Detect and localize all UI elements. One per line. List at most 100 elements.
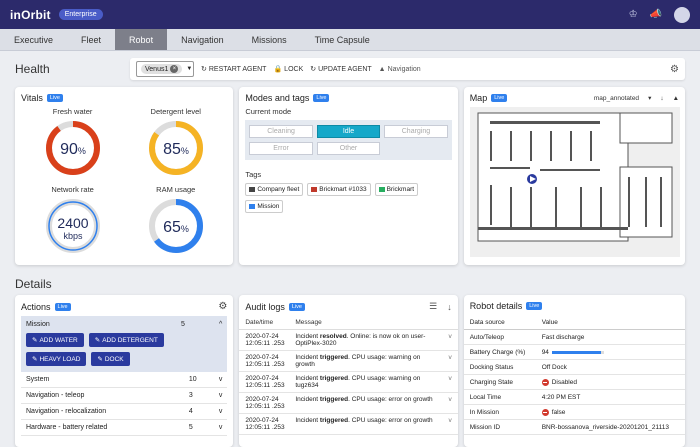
modes-card: Modes and tags Live Current mode Cleaning…	[239, 87, 458, 265]
detail-key: In Mission	[469, 408, 499, 416]
map-canvas[interactable]	[469, 107, 680, 257]
lock-icon: 🔒	[273, 66, 283, 73]
audit-log-row[interactable]: 2020-07-24 12:05:11 .253 Incident triggere…	[239, 393, 458, 414]
restart-agent-button[interactable]: ↻ RESTART AGENT	[201, 65, 266, 74]
map-title: Map	[469, 93, 488, 103]
wrench-icon: ✎	[32, 356, 38, 363]
log-message: Incident resolved. Online: is now ok on …	[295, 333, 439, 347]
dock-button[interactable]: ✎ DOCK	[91, 352, 130, 366]
log-date: 2020-07-24	[245, 354, 279, 361]
group-count: 5	[188, 424, 193, 431]
action-group-system[interactable]: System 10 v	[21, 372, 228, 388]
gauge-ring: 65%	[148, 199, 203, 253]
lock-button[interactable]: 🔒 LOCK	[273, 65, 303, 74]
detail-value: BNR-bossanova_riverside-20201201_21113	[541, 423, 670, 431]
gauge-value: 65%	[163, 219, 189, 236]
add-detergent-button[interactable]: ✎ ADD DETERGENT	[88, 333, 164, 347]
action-group-navigation-teleop[interactable]: Navigation - teleop 3 v	[21, 388, 228, 404]
tab-robot[interactable]: Robot	[115, 29, 168, 50]
audit-log-row[interactable]: 2020-07-24 12:05:11 .253 Incident triggere…	[239, 351, 458, 372]
button-label: HEAVY LOAD	[39, 355, 81, 363]
chevron-down-icon: v	[218, 408, 223, 415]
chevron-down-icon[interactable]: v	[448, 375, 452, 382]
gauge-label: Detergent level	[150, 107, 201, 116]
audit-log-row[interactable]: 2020-07-24 12:05:11 .253 Incident resolved…	[239, 330, 458, 351]
map-select[interactable]: map_annotated	[593, 94, 640, 102]
navigation-button[interactable]: ▲ Navigation	[379, 66, 421, 73]
log-detail: . CPU usage: error on growth	[348, 396, 433, 403]
robot-details-title: Robot details	[469, 301, 523, 311]
log-time: 12:05:11 .253	[245, 361, 285, 368]
mode-button-idle[interactable]: Idle	[316, 125, 381, 138]
tag-brickmart[interactable]: Brickmart	[374, 183, 419, 196]
health-cards: Vitals Live Fresh water 90% Detergent level…	[0, 87, 700, 265]
action-group-hardware-battery[interactable]: Hardware - battery related 5 v	[21, 420, 228, 436]
log-prefix: Incident	[295, 417, 320, 424]
log-status: triggered	[319, 396, 349, 403]
navigation-arrow-icon[interactable]: ▲	[672, 94, 680, 102]
log-message: Incident triggered. CPU usage: error on …	[295, 396, 439, 410]
mode-button-error[interactable]: Error	[249, 142, 313, 155]
gauge-value: 90%	[60, 141, 86, 158]
audit-log-row[interactable]: 2020-07-24 12:05:11 .253 Incident triggere…	[239, 414, 458, 435]
filter-icon[interactable]: ☰	[429, 301, 438, 311]
tab-time-capsule[interactable]: Time Capsule	[314, 35, 370, 45]
gauge-label: Fresh water	[52, 107, 93, 116]
megaphone-icon[interactable]: 📣	[649, 9, 662, 20]
chevron-down-icon[interactable]: v	[448, 333, 452, 340]
mission-count: 5	[181, 321, 185, 328]
log-date: 2020-07-24	[245, 375, 279, 382]
add-water-button[interactable]: ✎ ADD WATER	[26, 333, 84, 347]
gauge-fill	[148, 199, 203, 253]
live-badge: Live	[54, 302, 71, 311]
tag-label: Company fleet	[257, 186, 300, 193]
health-toolbar: Venus1 × ▼ ↻ RESTART AGENT 🔒 LOCK ↻ UPDATE …	[130, 58, 685, 80]
tab-executive[interactable]: Executive	[14, 35, 54, 45]
agent-chip[interactable]: Venus1 ×	[141, 64, 183, 74]
chevron-down-icon[interactable]: v	[448, 354, 452, 361]
agent-select[interactable]: Venus1 × ▼	[136, 61, 194, 77]
gauge-unit: kbps	[63, 231, 83, 241]
tab-missions[interactable]: Missions	[251, 35, 287, 45]
mode-button-other[interactable]: Other	[316, 142, 381, 155]
audit-log-row[interactable]: 2020-07-24 12:05:11 .253 Incident triggere…	[239, 372, 458, 393]
main-tabs: Executive Fleet Robot Navigation Mission…	[0, 29, 700, 51]
wrench-icon: ✎	[94, 337, 101, 344]
log-time: 12:05:11 .253	[245, 403, 285, 410]
update-agent-button[interactable]: ↻ UPDATE AGENT	[310, 65, 371, 74]
log-datetime: 2020-07-24 12:05:11 .253	[245, 396, 295, 410]
robot-detail-row: Local Time 4:20 PM EST	[463, 390, 686, 405]
col-message: Message	[295, 319, 322, 326]
chevron-down-icon[interactable]: v	[448, 417, 452, 424]
heavy-load-button[interactable]: ✎ HEAVY LOAD	[26, 352, 87, 366]
chip-remove-icon[interactable]: ×	[170, 65, 179, 73]
current-mode-label: Current mode	[245, 107, 292, 116]
tab-fleet[interactable]: Fleet	[81, 35, 102, 45]
tag-brickmart-1033[interactable]: Brickmart #1033	[307, 183, 371, 196]
download-icon[interactable]: ↓	[660, 94, 664, 102]
mode-button-charging[interactable]: Charging	[384, 125, 448, 138]
app-logo[interactable]: inOrbit	[10, 7, 51, 22]
group-label: Hardware - battery related	[26, 424, 108, 431]
mode-buttons: Cleaning Idle Charging Error Other	[245, 120, 452, 160]
mode-button-cleaning[interactable]: Cleaning	[249, 125, 313, 138]
live-badge: Live	[46, 94, 63, 102]
log-status: triggered	[319, 354, 349, 361]
detail-key: Battery Charge (%)	[469, 348, 526, 356]
avatar[interactable]	[674, 6, 690, 23]
gauge-label: RAM usage	[156, 185, 196, 194]
chevron-down-icon[interactable]: ▼	[186, 66, 193, 72]
tag-company-fleet[interactable]: Company fleet	[245, 183, 304, 196]
tab-navigation[interactable]: Navigation	[181, 35, 224, 45]
tag-mission[interactable]: Mission	[245, 200, 284, 213]
chevron-down-icon[interactable]: ▾	[648, 95, 652, 102]
detail-key: Auto/Teleop	[469, 333, 505, 341]
chevron-down-icon[interactable]: v	[448, 396, 452, 403]
download-icon[interactable]: ↓	[447, 301, 452, 312]
action-group-navigation-relocalization[interactable]: Navigation - relocalization 4 v	[21, 404, 228, 420]
settings-gear-icon[interactable]: ⚙	[670, 63, 679, 75]
chevron-up-icon[interactable]: ^	[219, 321, 223, 328]
robot-icon[interactable]: ♔	[628, 9, 638, 20]
gear-icon[interactable]: ⚙	[218, 301, 228, 312]
detail-key: Mission ID	[469, 423, 501, 431]
